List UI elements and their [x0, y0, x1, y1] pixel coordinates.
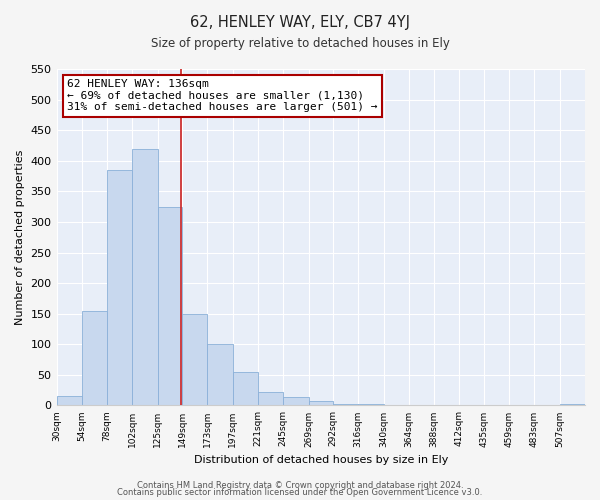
Bar — [409, 405, 434, 406]
Text: Size of property relative to detached houses in Ely: Size of property relative to detached ho… — [151, 38, 449, 51]
Bar — [333, 404, 358, 406]
Text: 62 HENLEY WAY: 136sqm
← 69% of detached houses are smaller (1,130)
31% of semi-d: 62 HENLEY WAY: 136sqm ← 69% of detached … — [67, 79, 377, 112]
Bar — [308, 401, 333, 406]
Bar — [358, 404, 383, 406]
Text: Contains HM Land Registry data © Crown copyright and database right 2024.: Contains HM Land Registry data © Crown c… — [137, 480, 463, 490]
Bar — [133, 148, 158, 406]
Bar — [158, 206, 182, 406]
Bar — [233, 372, 258, 406]
Bar — [107, 170, 133, 406]
X-axis label: Distribution of detached houses by size in Ely: Distribution of detached houses by size … — [194, 455, 448, 465]
Y-axis label: Number of detached properties: Number of detached properties — [15, 150, 25, 325]
Bar — [283, 398, 308, 406]
Text: 62, HENLEY WAY, ELY, CB7 4YJ: 62, HENLEY WAY, ELY, CB7 4YJ — [190, 15, 410, 30]
Bar — [56, 396, 82, 406]
Bar — [383, 405, 409, 406]
Text: Contains public sector information licensed under the Open Government Licence v3: Contains public sector information licen… — [118, 488, 482, 497]
Bar — [258, 392, 283, 406]
Bar — [82, 310, 107, 406]
Bar — [182, 314, 208, 406]
Bar — [434, 405, 460, 406]
Bar — [560, 404, 585, 406]
Bar — [208, 344, 233, 406]
